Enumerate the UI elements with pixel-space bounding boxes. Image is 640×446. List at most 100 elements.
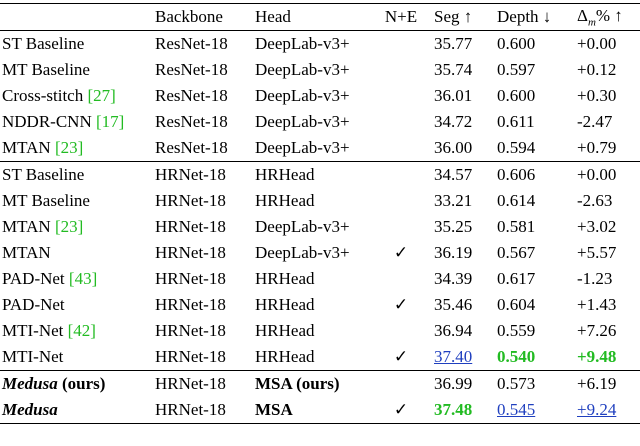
backbone-value: HRNet-18 xyxy=(155,243,226,262)
backbone-value: ResNet-18 xyxy=(155,138,228,157)
head-cell: HRHead xyxy=(253,292,368,318)
head-cell: DeepLab-v3+ xyxy=(253,83,368,109)
table-row: NDDR-CNN [17] ResNet-18 DeepLab-v3+ 34.72 0.… xyxy=(0,109,640,135)
head-cell: DeepLab-v3+ xyxy=(253,31,368,58)
method-name: PAD-Net xyxy=(2,295,65,314)
method-cell: ST Baseline xyxy=(0,31,153,58)
seg-cell: 35.74 xyxy=(432,57,495,83)
seg-cell: 34.57 xyxy=(432,162,495,189)
delta-cell: +7.26 xyxy=(575,318,640,344)
backbone-cell: HRNet-18 xyxy=(153,188,253,214)
method-name: Medusa xyxy=(2,374,58,393)
depth-value: 0.545 xyxy=(497,400,536,419)
backbone-cell: HRNet-18 xyxy=(153,371,253,398)
head-cell: MSA xyxy=(253,397,368,424)
head-value: MSA xyxy=(255,400,293,419)
backbone-cell: ResNet-18 xyxy=(153,83,253,109)
method-cell: PAD-Net [43] xyxy=(0,266,153,292)
delta-cell: +0.30 xyxy=(575,83,640,109)
seg-value: 34.72 xyxy=(434,112,473,131)
backbone-cell: ResNet-18 xyxy=(153,135,253,162)
delta-value: +1.43 xyxy=(577,295,617,314)
method-name: MT Baseline xyxy=(2,191,90,210)
head-value: HRHead xyxy=(255,165,315,184)
head-cell: MSA (ours) xyxy=(253,371,368,398)
delta-value: -1.23 xyxy=(577,269,613,288)
ne-cell: ✓ xyxy=(368,344,432,371)
table-row: MTAN [23] HRNet-18 DeepLab-v3+ 35.25 0.581 +3… xyxy=(0,214,640,240)
head-value: DeepLab-v3+ xyxy=(255,86,350,105)
delta-value: +3.02 xyxy=(577,217,617,236)
seg-value: 36.00 xyxy=(434,138,473,157)
delta-value: +9.24 xyxy=(577,400,617,419)
header-cell: Depth ↓ xyxy=(497,7,552,26)
head-value: DeepLab-v3+ xyxy=(255,34,350,53)
seg-value: 34.39 xyxy=(434,269,473,288)
ne-cell xyxy=(368,162,432,189)
table-row: MTAN HRNet-18 DeepLab-v3+ ✓ 36.19 0.567 +5.57 xyxy=(0,240,640,266)
method-cell: MT Baseline xyxy=(0,188,153,214)
depth-value: 0.617 xyxy=(497,269,536,288)
method-cell: MTAN [23] xyxy=(0,214,153,240)
seg-cell: 35.25 xyxy=(432,214,495,240)
ne-cell xyxy=(368,266,432,292)
method-name: PAD-Net xyxy=(2,269,65,288)
table-row: Cross-stitch [27] ResNet-18 DeepLab-v3+ 36.… xyxy=(0,83,640,109)
ne-cell xyxy=(368,109,432,135)
delta-cell: +0.00 xyxy=(575,31,640,58)
seg-value: 35.77 xyxy=(434,34,473,53)
ne-value: ✓ xyxy=(393,400,409,419)
backbone-cell: HRNet-18 xyxy=(153,318,253,344)
delta-cell: +0.79 xyxy=(575,135,640,162)
table-body: ST Baseline ResNet-18 DeepLab-v3+ 35.77 0.60… xyxy=(0,31,640,424)
citation: [43] xyxy=(68,269,98,288)
delta-cell: +9.48 xyxy=(575,344,640,371)
depth-value: 0.540 xyxy=(497,347,536,366)
method-cell: Cross-stitch [27] xyxy=(0,83,153,109)
ne-cell: ✓ xyxy=(368,397,432,424)
backbone-cell: HRNet-18 xyxy=(153,397,253,424)
delta-cell: +0.00 xyxy=(575,162,640,189)
depth-value: 0.581 xyxy=(497,217,536,236)
seg-value: 36.01 xyxy=(434,86,473,105)
method-cell: ST Baseline xyxy=(0,162,153,189)
method-name: Medusa xyxy=(2,400,58,419)
ne-cell xyxy=(368,214,432,240)
delta-subscript: m xyxy=(587,16,596,29)
seg-value: 35.74 xyxy=(434,60,473,79)
ne-cell xyxy=(368,135,432,162)
header-cell: Head xyxy=(255,7,291,26)
method-name: MTI-Net xyxy=(2,347,64,366)
table-row: PAD-Net [43] HRNet-18 HRHead 34.39 0.617 -1.2… xyxy=(0,266,640,292)
method-cell: Medusa xyxy=(0,397,153,424)
citation: [42] xyxy=(67,321,96,340)
header-cell: Backbone xyxy=(155,7,223,26)
delta-value: +0.30 xyxy=(577,86,617,105)
depth-value: 0.600 xyxy=(497,34,536,53)
header-cell xyxy=(0,4,153,31)
table-row: ST Baseline ResNet-18 DeepLab-v3+ 35.77 0.60… xyxy=(0,31,640,58)
delta-cell: -1.23 xyxy=(575,266,640,292)
backbone-cell: HRNet-18 xyxy=(153,266,253,292)
head-value: HRHead xyxy=(255,295,315,314)
seg-value: 35.25 xyxy=(434,217,473,236)
depth-value: 0.594 xyxy=(497,138,536,157)
seg-value: 35.46 xyxy=(434,295,473,314)
head-cell: HRHead xyxy=(253,162,368,189)
method-cell: PAD-Net xyxy=(0,292,153,318)
head-value: DeepLab-v3+ xyxy=(255,138,350,157)
delta-value: +0.00 xyxy=(577,165,617,184)
delta-value: +0.79 xyxy=(577,138,617,157)
backbone-cell: HRNet-18 xyxy=(153,240,253,266)
backbone-value: HRNet-18 xyxy=(155,165,226,184)
method-cell: MTAN [23] xyxy=(0,135,153,162)
header-cell: N+E xyxy=(384,7,418,26)
depth-value: 0.611 xyxy=(497,112,535,131)
method-cell: Medusa (ours) xyxy=(0,371,153,398)
seg-cell: 37.48 xyxy=(432,397,495,424)
delta-cell: +3.02 xyxy=(575,214,640,240)
citation: [27] xyxy=(87,86,116,105)
table-row: PAD-Net HRNet-18 HRHead ✓ 35.46 0.604 +1.43 xyxy=(0,292,640,318)
delta-cell: +6.19 xyxy=(575,371,640,398)
method-cell: MT Baseline xyxy=(0,57,153,83)
